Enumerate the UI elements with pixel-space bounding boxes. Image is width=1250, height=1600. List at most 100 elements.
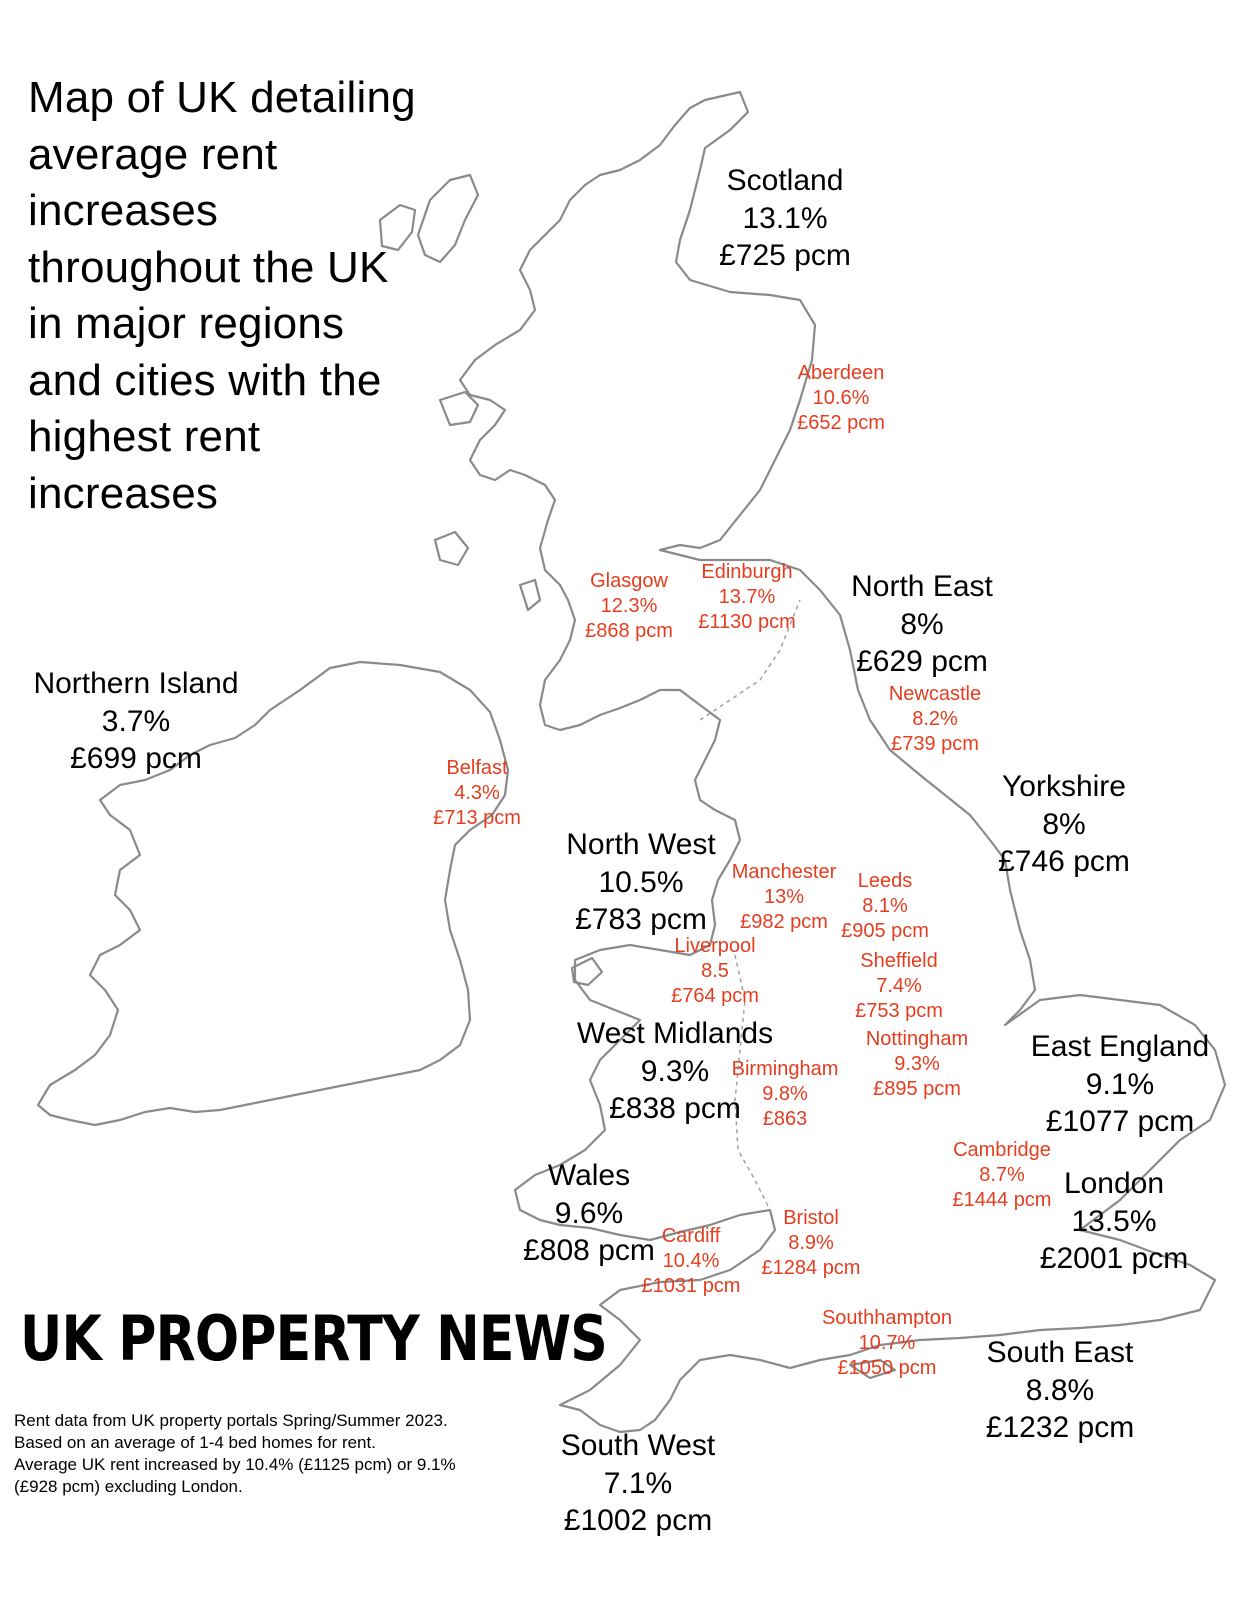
region-pct: 3.7% <box>101 704 171 738</box>
region-rent: £783 pcm <box>575 903 707 936</box>
city-rent: £652 pcm <box>797 412 885 434</box>
city-pct: 7.4% <box>876 975 922 997</box>
city-edinburgh: Edinburgh 13.7% £1130 pcm <box>698 560 795 635</box>
city-rent: £713 pcm <box>433 807 521 829</box>
city-name: Manchester <box>731 861 837 883</box>
city-rent: £1031 pcm <box>641 1275 741 1297</box>
city-pct: 8.5 <box>701 960 729 982</box>
region-pct: 8.8% <box>1025 1373 1095 1407</box>
skye-outline <box>378 203 417 252</box>
city-leeds: Leeds 8.1% £905 pcm <box>841 869 929 944</box>
city-name: Bristol <box>783 1207 839 1229</box>
city-name: Edinburgh <box>701 561 793 583</box>
city-name: Southhampton <box>821 1307 953 1329</box>
england-wales-border <box>734 954 771 1211</box>
city-name: Nottingham <box>865 1028 969 1050</box>
city-pct: 10.7% <box>858 1332 916 1354</box>
city-name: Sheffield <box>860 950 938 972</box>
anglesey-outline <box>570 956 604 987</box>
city-aberdeen: Aberdeen 10.6% £652 pcm <box>797 361 885 436</box>
city-name: Leeds <box>857 870 913 892</box>
city-rent: £1444 pcm <box>952 1189 1052 1211</box>
city-glasgow: Glasgow 12.3% £868 pcm <box>585 569 673 644</box>
region-rent: £1002 pcm <box>563 1504 713 1537</box>
city-pct: 10.4% <box>662 1250 720 1272</box>
region-pct: 9.3% <box>640 1054 710 1088</box>
region-south-west: South West 7.1% £1002 pcm <box>561 1427 716 1540</box>
city-pct: 9.3% <box>894 1053 940 1075</box>
city-rent: £764 pcm <box>671 985 759 1007</box>
region-name: Scotland <box>726 164 844 197</box>
map-title: Map of UK detailing average rent increas… <box>28 73 416 518</box>
city-bristol: Bristol 8.9% £1284 pcm <box>762 1206 861 1281</box>
city-liverpool: Liverpool 8.5 £764 pcm <box>671 934 759 1009</box>
brand-logo: UK PROPERTY NEWS <box>20 1302 608 1375</box>
region-rent: £725 pcm <box>719 239 851 272</box>
region-rent: £746 pcm <box>998 845 1130 878</box>
city-rent: £1130 pcm <box>698 611 796 633</box>
region-name: Wales <box>547 1159 631 1192</box>
city-name: Cardiff <box>661 1225 721 1247</box>
ireland-outline <box>36 660 510 1127</box>
region-pct: 10.5% <box>598 865 684 899</box>
region-rent: £1077 pcm <box>1045 1105 1195 1138</box>
footnote-line: Rent data from UK property portals Sprin… <box>14 1411 448 1430</box>
region-north-west: North West 10.5% £783 pcm <box>566 826 716 939</box>
city-name: Liverpool <box>674 935 756 957</box>
city-pct: 12.3% <box>600 595 658 617</box>
city-pct: 9.8% <box>762 1083 808 1105</box>
region-north-east: North East 8% £629 pcm <box>851 568 993 681</box>
city-newcastle: Newcastle 8.2% £739 pcm <box>889 682 981 757</box>
mull-outline <box>438 390 480 427</box>
region-name: Northern Island <box>33 667 239 700</box>
region-scotland: Scotland 13.1% £725 pcm <box>719 162 851 275</box>
region-pct: 7.1% <box>603 1466 673 1500</box>
region-south-east: South East 8.8% £1232 pcm <box>986 1334 1134 1447</box>
region-name: North West <box>566 828 716 861</box>
city-cardiff: Cardiff 10.4% £1031 pcm <box>642 1224 741 1299</box>
city-southhampton: Southhampton 10.7% £1050 pcm <box>822 1306 952 1381</box>
region-yorkshire: Yorkshire 8% £746 pcm <box>998 768 1130 881</box>
footnote-line: (£928 pcm) excluding London. <box>14 1477 243 1496</box>
city-nottingham: Nottingham 9.3% £895 pcm <box>866 1027 968 1102</box>
city-rent: £868 pcm <box>585 620 673 642</box>
city-pct: 13% <box>763 886 805 908</box>
city-name: Glasgow <box>590 570 668 592</box>
city-rent: £753 pcm <box>855 1000 943 1022</box>
city-rent: £895 pcm <box>873 1078 961 1100</box>
arran-outline <box>518 578 542 612</box>
city-rent: £863 <box>762 1108 808 1130</box>
region-pct: 8% <box>1042 807 1086 841</box>
region-rent: £838 pcm <box>609 1092 741 1125</box>
city-manchester: Manchester 13% £982 pcm <box>732 860 837 935</box>
footnote: Rent data from UK property portals Sprin… <box>14 1410 534 1498</box>
region-name: South West <box>560 1429 716 1462</box>
region-pct: 13.1% <box>742 201 828 235</box>
city-pct: 10.6% <box>812 387 870 409</box>
city-pct: 8.2% <box>912 708 958 730</box>
city-name: Newcastle <box>888 683 982 705</box>
region-pct: 9.1% <box>1085 1067 1155 1101</box>
islay-outline <box>433 530 470 567</box>
footnote-line: Average UK rent increased by 10.4% (£112… <box>14 1455 456 1474</box>
footnote-line: Based on an average of 1-4 bed homes for… <box>14 1433 376 1452</box>
city-pct: 8.1% <box>862 895 908 917</box>
city-rent: £1050 pcm <box>837 1357 937 1379</box>
region-name: South East <box>986 1336 1134 1369</box>
region-east-england: East England 9.1% £1077 pcm <box>1031 1028 1209 1141</box>
isle-of-wight-outline <box>848 1358 897 1380</box>
city-pct: 4.3% <box>454 782 500 804</box>
city-birmingham: Birmingham 9.8% £863 <box>732 1057 839 1132</box>
hebrides-outline <box>416 173 480 264</box>
scotland-england-border <box>699 599 801 721</box>
region-london: London 13.5% £2001 pcm <box>1040 1165 1188 1278</box>
city-name: Aberdeen <box>797 362 885 384</box>
region-rent: £629 pcm <box>856 645 988 678</box>
city-pct: 8.9% <box>788 1232 834 1254</box>
region-wales: Wales 9.6% £808 pcm <box>523 1157 655 1270</box>
region-name: London <box>1063 1167 1165 1200</box>
region-rent: £699 pcm <box>70 742 202 775</box>
region-name: North East <box>851 570 993 603</box>
region-pct: 13.5% <box>1071 1204 1157 1238</box>
region-name: East England <box>1030 1030 1210 1063</box>
